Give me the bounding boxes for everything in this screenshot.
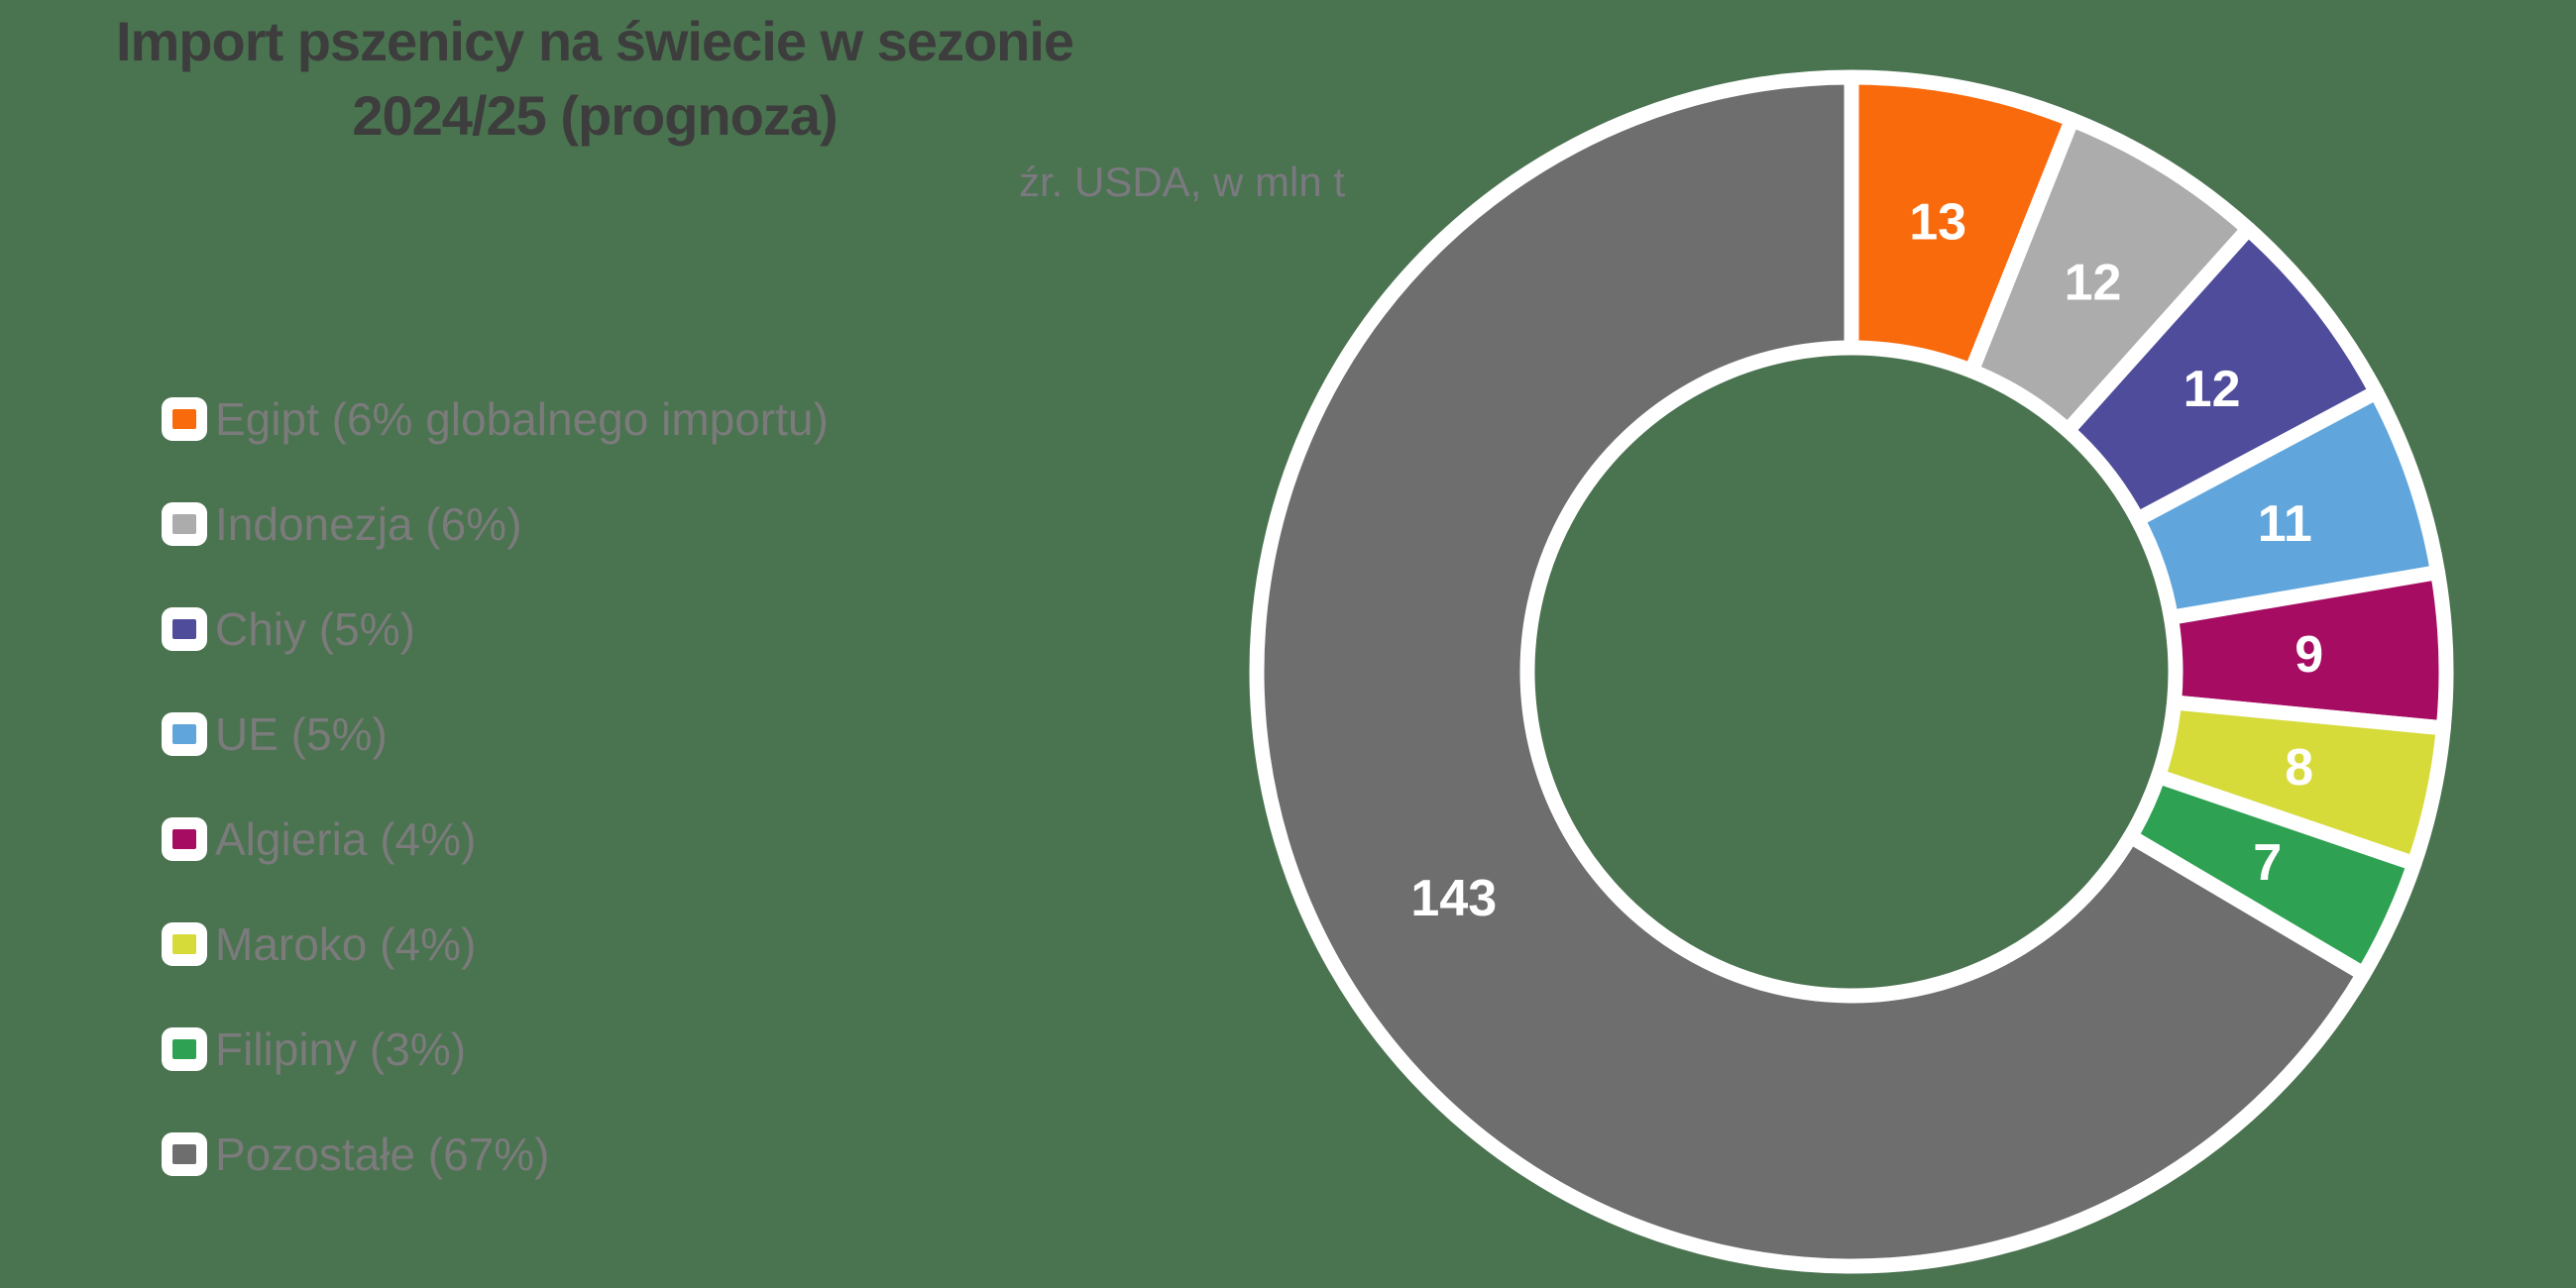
legend-color-swatch <box>172 1039 196 1059</box>
legend-color-swatch <box>172 409 196 429</box>
legend-color-swatch <box>172 934 196 954</box>
legend-label: Filipiny (3%) <box>215 1023 467 1075</box>
chart-title-line2: 2024/25 (prognoza) <box>352 84 838 148</box>
legend-color-swatch <box>172 619 196 639</box>
legend-color-swatch <box>172 514 196 534</box>
slice-value-label-indonezja: 12 <box>2065 254 2122 311</box>
slice-value-label-pozostale: 143 <box>1410 870 1497 927</box>
legend-key-icon <box>162 502 207 546</box>
legend-key-icon <box>162 397 207 441</box>
slice-value-label-algieria: 9 <box>2295 626 2323 684</box>
legend-label: Chiy (5%) <box>215 603 415 655</box>
legend-item-maroko: Maroko (4%) <box>162 920 829 968</box>
chart-title-line1: Import pszenicy na świecie w sezonie <box>115 10 1074 72</box>
legend-label: Algieria (4%) <box>215 813 477 865</box>
slice-value-label-ue: 11 <box>2258 495 2312 553</box>
slice-value-label-filipiny: 7 <box>2253 834 2282 892</box>
legend-label: UE (5%) <box>215 708 388 760</box>
legend-label: Pozostałe (67%) <box>215 1128 550 1180</box>
legend-label: Maroko (4%) <box>215 918 477 970</box>
legend-label: Indonezja (6%) <box>215 498 522 550</box>
legend-item-algieria: Algieria (4%) <box>162 815 829 863</box>
legend-key-icon <box>162 1027 207 1071</box>
legend-item-egipt: Egipt (6% globalnego importu) <box>162 395 829 443</box>
chart-title: Import pszenicy na świecie w sezonie 202… <box>30 4 1160 153</box>
slice-value-label-maroko: 8 <box>2285 739 2313 797</box>
source-note: źr. USDA, w mln t <box>1019 159 1346 205</box>
legend-key-icon <box>162 817 207 861</box>
slice-pozostale <box>1249 69 2372 1274</box>
legend-key-icon <box>162 1132 207 1176</box>
legend-item-pozostale: Pozostałe (67%) <box>162 1130 829 1178</box>
slice-value-label-egipt: 13 <box>1909 193 1966 251</box>
legend-item-ue: UE (5%) <box>162 710 829 758</box>
legend-key-icon <box>162 712 207 756</box>
legend-color-swatch <box>172 1144 196 1164</box>
legend-color-swatch <box>172 724 196 744</box>
slice-value-label-chiy: 12 <box>2184 361 2241 418</box>
legend-key-icon <box>162 607 207 651</box>
legend-item-filipiny: Filipiny (3%) <box>162 1025 829 1073</box>
legend-item-indonezja: Indonezja (6%) <box>162 500 829 548</box>
legend-item-chiy: Chiy (5%) <box>162 605 829 653</box>
legend-label: Egipt (6% globalnego importu) <box>215 393 829 445</box>
chart-legend: Egipt (6% globalnego importu) Indonezja (… <box>162 395 829 1235</box>
legend-color-swatch <box>172 829 196 849</box>
legend-key-icon <box>162 922 207 966</box>
